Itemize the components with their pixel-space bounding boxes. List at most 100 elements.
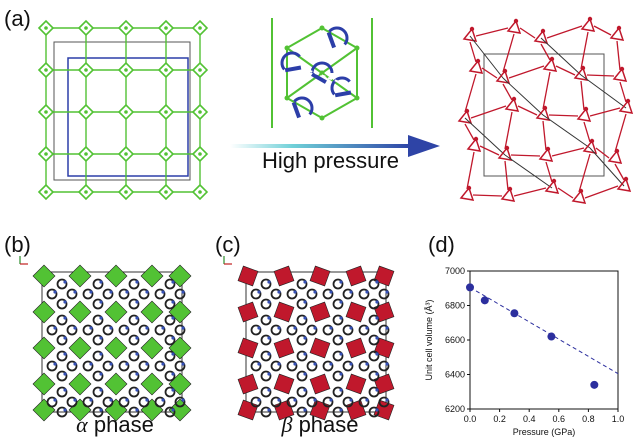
linker-ring: [118, 324, 130, 336]
nitrogen-atom: [365, 326, 369, 330]
nitrogen-atom: [375, 316, 379, 320]
red-node: [466, 137, 482, 152]
nitrogen-atom: [125, 398, 129, 402]
red-bond: [551, 147, 585, 157]
linker-ring: [102, 360, 114, 372]
inset-bond: [286, 27, 323, 49]
rotation-bar: [291, 101, 301, 119]
red-bond: [464, 123, 475, 141]
red-atom: [625, 98, 631, 104]
nitrogen-atom: [329, 326, 333, 330]
y-axis-label: Unit cell volume (Å³): [424, 299, 434, 380]
red-bond: [519, 27, 536, 39]
linker-ring: [332, 278, 344, 290]
linker-ring: [260, 350, 272, 362]
linker-ring: [128, 314, 140, 326]
nitrogen-atom: [339, 336, 343, 340]
nitrogen-atom: [89, 290, 93, 294]
nitrogen-atom: [99, 388, 103, 392]
data-point: [547, 332, 556, 341]
linker-ring: [250, 360, 262, 372]
linker-ring: [128, 386, 140, 398]
nitrogen-atom: [329, 398, 333, 402]
linker-ring: [296, 278, 308, 290]
linker-ring: [102, 288, 114, 300]
linker-ring: [154, 396, 166, 408]
red-node: [462, 27, 478, 42]
linker-ring: [342, 396, 354, 408]
linker-ring: [164, 406, 176, 418]
linker-ring: [138, 360, 150, 372]
red-bond: [580, 80, 585, 111]
red-bond: [481, 67, 498, 79]
tetrahedron: [373, 373, 395, 395]
green-atom: [164, 190, 168, 194]
nitrogen-atom: [303, 372, 307, 376]
linker-ring: [250, 396, 262, 408]
linker-ring: [128, 370, 140, 382]
linker-ring: [46, 324, 58, 336]
tetrahedron: [373, 399, 395, 421]
tetrahedron: [168, 336, 192, 360]
nitrogen-atom: [171, 408, 175, 412]
nitrogen-atom: [293, 290, 297, 294]
tetrahedron: [168, 372, 192, 396]
tetrahedron: [68, 372, 92, 396]
linker-ring: [128, 406, 140, 418]
nitrogen-atom: [375, 336, 379, 340]
nitrogen-atom: [181, 362, 185, 366]
nitrogen-atom: [171, 336, 175, 340]
nitrogen-atom: [339, 388, 343, 392]
green-atom: [198, 152, 202, 156]
red-bond: [504, 160, 509, 191]
red-diag-bond: [540, 37, 582, 76]
linker-ring: [260, 386, 272, 398]
red-atom: [469, 26, 475, 32]
pressure-volume-chart: 0.0 0.2 0.4 0.6 0.8 1.0 6200 6400 6600 6800 7000 Pr…: [424, 266, 624, 437]
linker-ring: [250, 288, 262, 300]
tetrahedron: [345, 337, 367, 359]
nitrogen-atom: [135, 316, 139, 320]
linker-ring: [118, 360, 130, 372]
red-node: [582, 139, 598, 154]
nitrogen-atom: [349, 290, 353, 294]
green-atom: [84, 152, 88, 156]
red-bond: [508, 65, 545, 79]
red-node: [538, 147, 554, 162]
x-tick-label: 0.6: [553, 414, 566, 424]
beta-phase-label: β phase: [281, 412, 359, 437]
inset-bond: [321, 47, 358, 74]
nitrogen-atom: [63, 388, 67, 392]
red-bond: [580, 31, 589, 70]
linker-ring: [66, 288, 78, 300]
linker-ring: [322, 288, 334, 300]
green-atom: [164, 110, 168, 114]
nitrogen-atom: [63, 316, 67, 320]
high-pressure-arrow: [230, 135, 440, 157]
red-diag-bond: [502, 77, 544, 116]
linker-ring: [270, 360, 282, 372]
nitrogen-atom: [161, 326, 165, 330]
linker-ring: [56, 298, 68, 310]
nitrogen-atom: [63, 300, 67, 304]
nitrogen-atom: [313, 326, 317, 330]
nitrogen-atom: [63, 352, 67, 356]
nitrogen-atom: [53, 290, 57, 294]
tetrahedron: [273, 337, 295, 359]
linker-ring: [270, 324, 282, 336]
y-tick-label: 6800: [445, 301, 465, 311]
linker-ring: [56, 314, 68, 326]
tetrahedron: [373, 337, 395, 359]
tetrahedron: [237, 337, 259, 359]
linker-ring: [368, 386, 380, 398]
linker-ring: [164, 334, 176, 346]
tetrahedron: [32, 300, 56, 324]
nitrogen-atom: [53, 326, 57, 330]
green-atom: [44, 68, 48, 72]
linker-ring: [322, 360, 334, 372]
red-node: [618, 99, 634, 114]
rotation-arrow: [328, 26, 349, 46]
linker-ring: [174, 396, 186, 408]
red-bond: [584, 185, 619, 199]
green-atom: [198, 190, 202, 194]
